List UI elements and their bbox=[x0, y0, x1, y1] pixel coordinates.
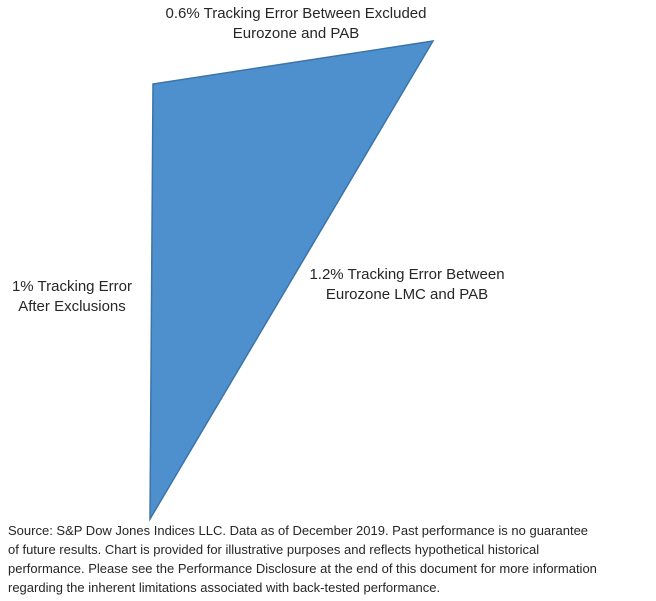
top-edge-label-line1: 0.6% Tracking Error Between Excluded bbox=[165, 5, 427, 22]
top-edge-label-line2: Eurozone and PAB bbox=[232, 25, 360, 42]
source-disclosure-text: Source: S&P Dow Jones Indices LLC. Data … bbox=[8, 521, 652, 597]
source-line2: of future results. Chart is provided for… bbox=[8, 542, 540, 557]
left-edge-label-line1: 1% Tracking Error bbox=[11, 278, 133, 295]
source-line4: regarding the inherent limitations assoc… bbox=[8, 580, 441, 595]
right-edge-label-line2: Eurozone LMC and PAB bbox=[325, 286, 489, 303]
source-line1: Source: S&P Dow Jones Indices LLC. Data … bbox=[8, 523, 589, 538]
source-line3: performance. Please see the Performance … bbox=[8, 561, 597, 576]
triangle-icon bbox=[149, 40, 435, 522]
right-edge-label: 1.2% Tracking Error Between Eurozone LMC… bbox=[287, 265, 527, 305]
left-edge-label: 1% Tracking Error After Exclusions bbox=[6, 277, 138, 317]
top-edge-label: 0.6% Tracking Error Between Excluded Eur… bbox=[146, 4, 446, 44]
right-edge-label-line1: 1.2% Tracking Error Between bbox=[309, 266, 505, 283]
left-edge-label-line2: After Exclusions bbox=[18, 298, 126, 315]
